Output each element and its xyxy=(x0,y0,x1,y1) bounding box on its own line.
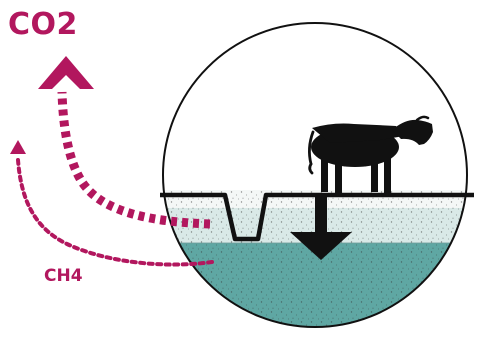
ch4-arrow-trail xyxy=(16,158,214,267)
co2-arrow-trail xyxy=(57,91,211,229)
co2-arrow xyxy=(38,56,211,229)
cow-icon xyxy=(308,115,433,193)
arrow-curved-up-icon xyxy=(10,140,26,154)
arrow-down-icon xyxy=(290,196,352,260)
ch4-arrow xyxy=(10,140,214,267)
view-circle xyxy=(162,22,468,328)
arrow-up-icon xyxy=(38,56,94,89)
co2-label: CO2 xyxy=(8,7,78,42)
ground-surface-line xyxy=(160,192,474,242)
ch4-label: CH4 xyxy=(44,266,83,286)
